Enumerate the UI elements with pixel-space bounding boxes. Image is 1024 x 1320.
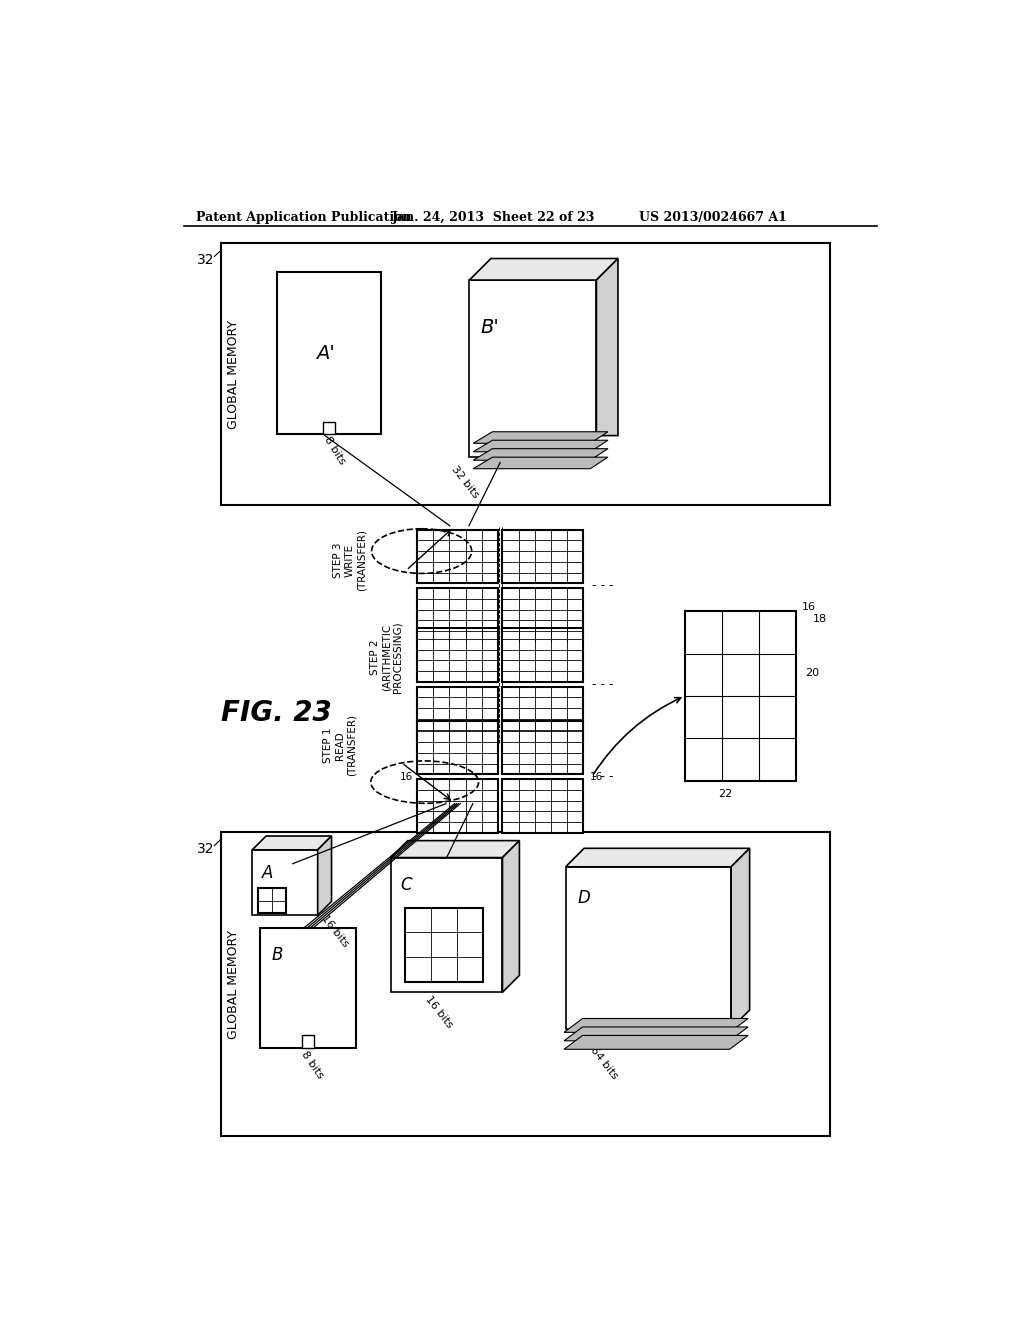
Polygon shape — [473, 432, 608, 444]
Bar — [252, 850, 317, 915]
Text: - - -: - - - — [592, 770, 613, 783]
Text: A': A' — [315, 343, 335, 363]
Text: A: A — [261, 865, 272, 882]
Text: D: D — [578, 888, 590, 907]
Text: STEP 2
(ARITHMETIC
PROCESSING): STEP 2 (ARITHMETIC PROCESSING) — [370, 622, 402, 693]
Bar — [417, 686, 498, 741]
Bar — [221, 243, 829, 506]
Bar — [685, 611, 796, 780]
Text: 20: 20 — [805, 668, 819, 677]
Text: 64 bits: 64 bits — [589, 1045, 620, 1081]
Bar — [258, 888, 286, 913]
Text: 32: 32 — [198, 253, 215, 267]
Polygon shape — [473, 449, 608, 461]
Bar — [565, 867, 731, 1028]
Bar — [417, 721, 498, 775]
Text: 16 bits: 16 bits — [423, 994, 455, 1030]
Bar — [276, 272, 381, 434]
Bar — [417, 779, 498, 833]
Bar — [323, 422, 335, 434]
Polygon shape — [564, 1019, 749, 1032]
Polygon shape — [565, 849, 750, 867]
Polygon shape — [731, 849, 750, 1028]
Bar — [503, 589, 584, 642]
Polygon shape — [473, 441, 608, 451]
Bar — [503, 686, 584, 741]
Text: GLOBAL MEMORY: GLOBAL MEMORY — [227, 929, 241, 1039]
Text: STEP 3
WRITE
(TRANSFER): STEP 3 WRITE (TRANSFER) — [334, 529, 367, 591]
Text: 16: 16 — [400, 772, 413, 781]
Text: 22: 22 — [718, 789, 732, 800]
Bar — [469, 280, 596, 457]
Polygon shape — [317, 836, 332, 915]
Text: - - -: - - - — [592, 677, 613, 690]
Bar — [417, 529, 498, 583]
Polygon shape — [473, 457, 608, 469]
Text: 32: 32 — [198, 842, 215, 857]
Text: Jan. 24, 2013  Sheet 22 of 23: Jan. 24, 2013 Sheet 22 of 23 — [392, 211, 596, 224]
Bar — [503, 721, 584, 775]
Text: Patent Application Publication: Patent Application Publication — [196, 211, 412, 224]
Text: FIG. 23: FIG. 23 — [221, 698, 332, 727]
Polygon shape — [564, 1027, 749, 1040]
Bar — [302, 1035, 314, 1048]
Polygon shape — [391, 841, 519, 858]
Text: 16 bits: 16 bits — [319, 912, 350, 949]
Polygon shape — [564, 1035, 749, 1049]
Text: C: C — [400, 875, 412, 894]
Text: US 2013/0024667 A1: US 2013/0024667 A1 — [639, 211, 786, 224]
Text: B: B — [271, 946, 283, 965]
Text: GLOBAL MEMORY: GLOBAL MEMORY — [227, 319, 241, 429]
Bar — [391, 858, 503, 993]
Bar — [417, 628, 498, 682]
Text: 16: 16 — [590, 772, 603, 781]
Text: 18: 18 — [813, 614, 827, 624]
Bar — [503, 628, 584, 682]
Text: STEP 1
READ
(TRANSFER): STEP 1 READ (TRANSFER) — [324, 714, 356, 776]
Text: 8 bits: 8 bits — [323, 436, 347, 467]
Polygon shape — [596, 259, 617, 436]
Bar — [417, 589, 498, 642]
Polygon shape — [252, 836, 332, 850]
Bar — [221, 832, 829, 1137]
Text: 8 bits: 8 bits — [299, 1049, 325, 1080]
Bar — [503, 529, 584, 583]
Bar — [260, 928, 356, 1048]
Polygon shape — [469, 259, 617, 280]
Text: - - -: - - - — [592, 579, 613, 593]
Text: 16: 16 — [802, 602, 816, 612]
Bar — [404, 908, 483, 982]
Bar — [503, 779, 584, 833]
Polygon shape — [503, 841, 519, 993]
Text: 32 bits: 32 bits — [450, 463, 481, 500]
Text: B': B' — [481, 318, 500, 338]
